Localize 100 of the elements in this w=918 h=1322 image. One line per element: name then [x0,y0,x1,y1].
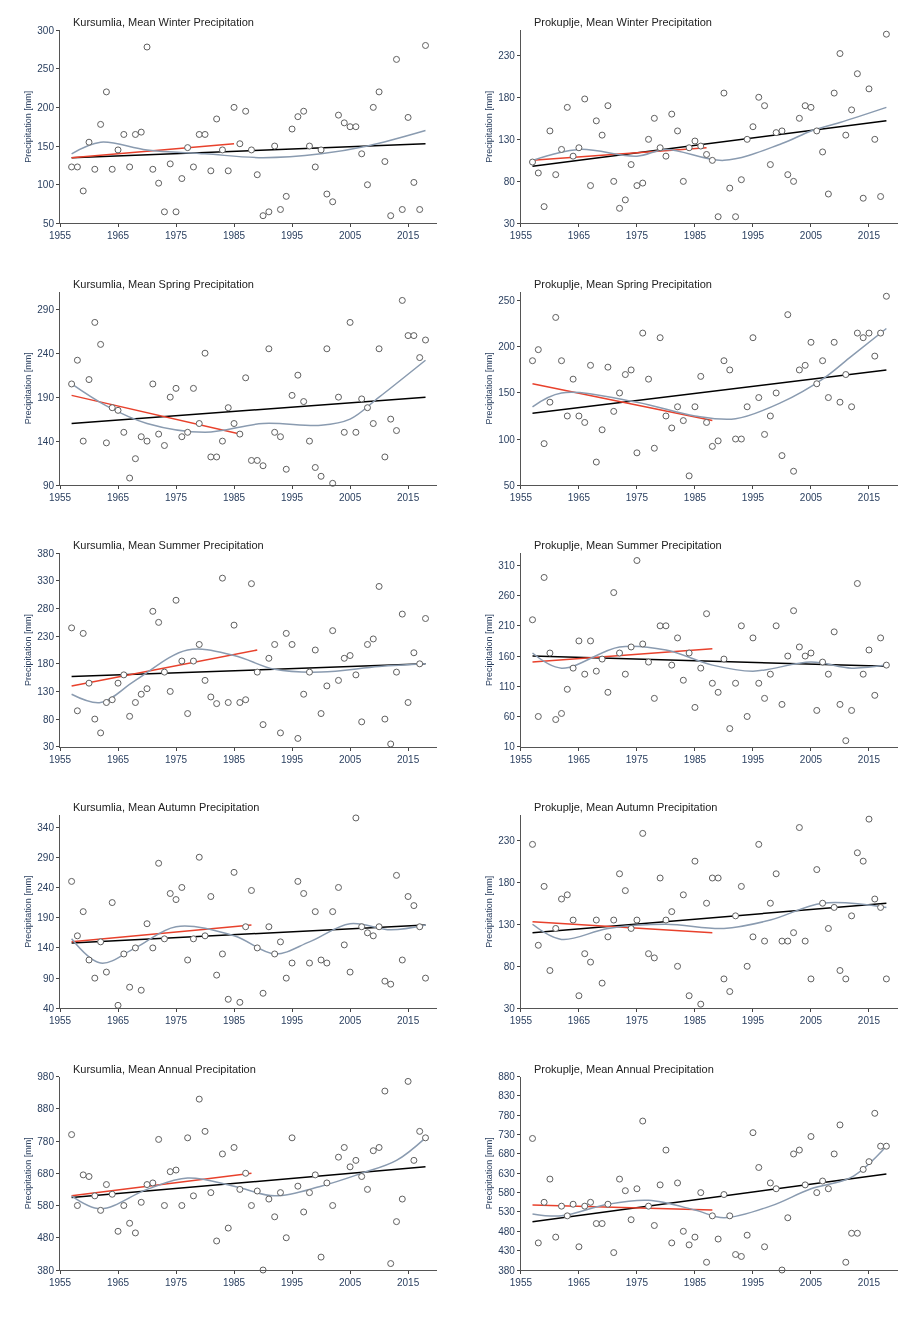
x-tick-label: 2015 [396,492,420,504]
y-tick-label: 230 [37,630,55,642]
y-tick-label: 160 [498,650,516,662]
x-tick-label: 2005 [338,492,362,504]
y-axis-title: Precipitation [mm] [22,1137,33,1210]
y-tick-label: 200 [37,101,55,113]
x-tick-label: 1955 [509,753,533,765]
y-tick-label: 100 [37,179,55,191]
y-tick-label: 110 [498,680,516,692]
x-tick-label: 2015 [857,230,881,242]
y-tick-label: 80 [503,175,516,187]
x-tick-label: 1965 [106,492,130,504]
x-tick-label: 1955 [48,1277,72,1288]
y-tick-label: 190 [37,912,55,924]
x-tick-label: 1955 [509,1015,533,1027]
y-axis-title: Precipitation [mm] [483,613,494,687]
y-tick-label: 830 [498,1090,516,1102]
y-tick-label: 250 [498,295,516,307]
x-tick-label: 2005 [799,1277,823,1288]
x-tick-label: 2005 [799,230,823,242]
y-tick-label: 150 [498,387,516,399]
y-tick-label: 330 [37,575,55,587]
line-series [70,129,427,159]
x-tick-label: 2015 [857,1277,881,1288]
y-tick-label: 90 [42,479,55,491]
y-tick-label: 310 [498,559,516,571]
x-tick-label: 1975 [164,753,188,765]
chart-title: Kursumlia, Mean Autumn Precipitation [73,801,260,813]
y-tick-label: 90 [42,972,55,984]
y-tick-label: 50 [42,217,55,229]
x-tick-label: 2005 [799,753,823,765]
x-tick-label: 1965 [567,230,591,242]
y-tick-label: 80 [503,960,516,972]
x-tick-label: 1975 [625,1015,649,1027]
y-tick-label: 290 [37,851,55,863]
y-tick-label: 230 [498,49,516,61]
x-tick-label: 2015 [396,1015,420,1027]
y-tick-label: 380 [37,1264,55,1276]
x-tick-label: 2015 [857,492,881,504]
y-tick-label: 250 [37,63,55,75]
chart-title: Prokuplje, Mean Autumn Precipitation [534,801,718,813]
x-tick-label: 1975 [625,1277,649,1288]
y-tick-label: 240 [37,881,55,893]
x-tick-label: 1985 [683,753,707,765]
x-tick-label: 2005 [799,492,823,504]
x-tick-label: 1995 [741,230,765,242]
line-series [70,922,427,964]
x-tick-label: 2005 [799,1015,823,1027]
x-tick-label: 2005 [338,1277,362,1288]
x-tick-label: 2005 [338,1015,362,1027]
x-tick-label: 1965 [567,492,591,504]
chart-title: Prokuplje, Mean Summer Precipitation [534,539,722,551]
x-tick-label: 1995 [280,1277,304,1288]
y-tick-label: 30 [503,217,516,229]
x-tick-label: 2015 [396,230,420,242]
y-tick-label: 580 [498,1187,516,1199]
y-tick-label: 130 [37,685,55,697]
y-tick-label: 280 [37,603,55,615]
x-tick-label: 1995 [741,1277,765,1288]
x-tick-label: 1995 [280,1015,304,1027]
y-tick-label: 80 [42,713,55,725]
x-tick-label: 1985 [683,230,707,242]
y-tick-label: 580 [37,1200,55,1212]
y-tick-label: 430 [498,1245,516,1257]
y-tick-label: 40 [42,1002,55,1014]
x-tick-label: 1955 [48,753,72,765]
y-axis-title: Precipitation [mm] [22,352,33,425]
y-axis-title: Precipitation [mm] [483,352,494,425]
x-tick-label: 1995 [280,492,304,504]
x-tick-label: 1965 [106,230,130,242]
x-tick-label: 1975 [164,492,188,504]
chart-title: Kursumlia, Mean Winter Precipitation [73,16,254,28]
y-tick-label: 980 [37,1071,55,1083]
x-tick-label: 1995 [741,753,765,765]
x-tick-label: 1975 [164,1277,188,1288]
x-tick-label: 2005 [338,753,362,765]
y-tick-label: 530 [498,1206,516,1218]
y-axis-title: Precipitation [mm] [483,90,494,163]
y-tick-label: 230 [498,834,516,846]
chart-title: Prokuplje, Mean Annual Precipitation [534,1063,714,1075]
x-tick-label: 1985 [222,1015,246,1027]
y-tick-label: 210 [498,620,516,632]
x-tick-label: 1985 [683,1015,707,1027]
line-series [531,327,888,421]
x-tick-label: 1965 [106,1277,130,1288]
chart-title: Kursumlia, Mean Annual Precipitation [73,1063,256,1075]
y-tick-label: 150 [37,140,55,152]
line-series [531,901,888,941]
y-tick-label: 180 [37,658,55,670]
y-axis-title: Precipitation [mm] [483,1137,494,1210]
x-tick-label: 1965 [106,1015,130,1027]
x-tick-label: 2005 [338,230,362,242]
y-tick-label: 480 [498,1225,516,1237]
y-tick-label: 190 [37,391,55,403]
x-tick-label: 1965 [567,753,591,765]
y-tick-label: 30 [503,1002,516,1014]
y-tick-label: 260 [498,590,516,602]
y-tick-label: 180 [498,876,516,888]
x-tick-label: 1955 [48,230,72,242]
y-tick-label: 10 [503,741,516,753]
